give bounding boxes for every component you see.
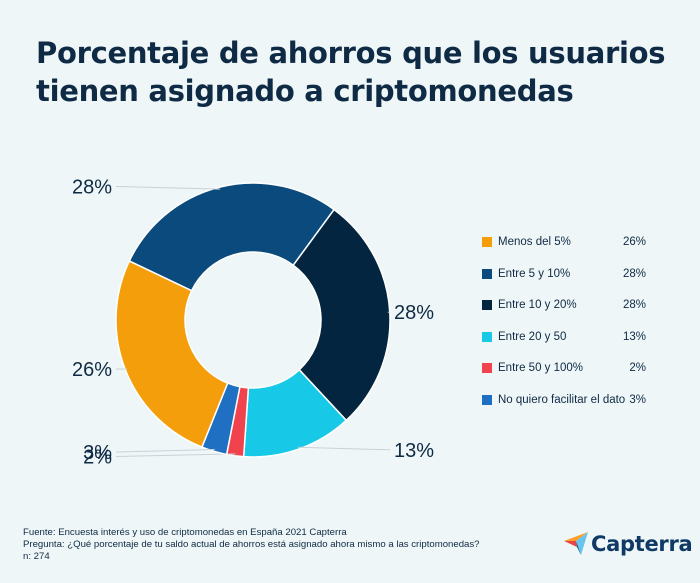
- legend-item: Entre 50 y 100% 2%: [482, 360, 672, 377]
- data-label: 2%: [83, 447, 112, 469]
- legend-swatch: [482, 394, 492, 405]
- legend-item: Entre 10 y 20% 28%: [482, 297, 672, 314]
- capterra-wordmark: Capterra: [591, 532, 693, 556]
- chart-title-line-2: tienen asignado a criptomonedas: [36, 74, 574, 108]
- data-label: 28%: [394, 302, 434, 324]
- donut-slice: [115, 260, 229, 449]
- legend-value: 26%: [622, 236, 646, 248]
- legend-label: Entre 5 y 10%: [498, 267, 571, 280]
- legend-item: Entre 5 y 10% 28%: [482, 266, 672, 283]
- legend-label: Entre 20 y 50: [498, 330, 567, 343]
- chart-title-line-1: Porcentaje de ahorros que los usuarios: [36, 36, 666, 70]
- data-label-leader: [115, 453, 236, 458]
- legend-swatch: [482, 300, 492, 311]
- legend-swatch: [482, 363, 492, 374]
- chart-legend: Menos del 5% 26% Entre 5 y 10% 28% Entre 10 …: [482, 234, 672, 424]
- legend-value: 3%: [629, 393, 646, 406]
- sample-size-note: n: 274: [23, 551, 50, 562]
- data-label: 26%: [72, 359, 112, 381]
- donut-slice: [292, 208, 391, 422]
- legend-label: No quiero facilitar el dato: [498, 393, 626, 406]
- legend-value: 28%: [622, 267, 646, 280]
- legend-item: Entre 20 y 50 13%: [482, 329, 672, 346]
- donut-slice: [128, 182, 336, 292]
- data-label-leader: [298, 446, 391, 451]
- question-note: Pregunta: ¿Qué porcentaje de tu saldo ac…: [23, 539, 480, 550]
- legend-label: Entre 50 y 100%: [498, 362, 584, 375]
- data-label: 28%: [72, 176, 112, 198]
- legend-value: 13%: [622, 330, 646, 343]
- legend-item: No quiero facilitar el dato 3%: [482, 392, 672, 409]
- chart-footer: Fuente: Encuesta interés y uso de cripto…: [23, 527, 480, 563]
- legend-value: 28%: [622, 299, 646, 312]
- data-label-leader: [115, 185, 221, 190]
- chart-title: Porcentaje de ahorros que los usuarios t…: [36, 34, 676, 110]
- data-label-leader: [115, 448, 215, 453]
- legend-swatch: [482, 331, 492, 342]
- legend-item: Menos del 5% 26%: [482, 234, 672, 251]
- legend-label: Menos del 5%: [498, 236, 571, 248]
- data-label: 13%: [394, 440, 434, 462]
- data-label: 3%: [83, 442, 112, 464]
- legend-value: 2%: [629, 362, 646, 375]
- legend-swatch: [482, 237, 492, 247]
- legend-swatch: [482, 268, 492, 279]
- legend-label: Entre 10 y 20%: [498, 299, 577, 312]
- capterra-arrow-icon: [564, 532, 588, 555]
- source-note: Fuente: Encuesta interés y uso de cripto…: [23, 527, 347, 538]
